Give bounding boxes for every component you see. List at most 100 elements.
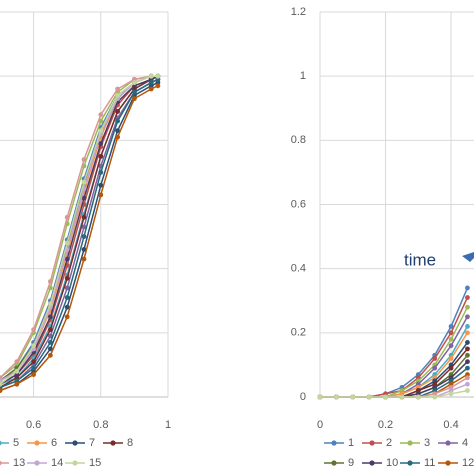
data-point [448,391,454,397]
data-point [48,279,53,284]
data-point [115,109,120,114]
series-line [0,75,158,382]
data-point [81,179,87,185]
legend-label: 5 [13,437,19,449]
legend-marker [331,460,337,466]
data-point [465,314,470,320]
data-point [432,365,438,371]
data-point [64,314,70,320]
data-point [98,192,104,198]
data-point [31,343,36,349]
data-point [465,365,470,371]
annotation: time [404,250,436,269]
legend-marker [34,460,40,466]
data-point [448,356,454,361]
legend-marker [445,440,451,446]
x-tick-label: 0 [317,419,323,431]
legend-label: 7 [89,437,95,449]
data-point [48,314,53,320]
legend-marker [445,460,451,466]
data-point [148,80,154,85]
data-point [415,394,421,400]
series-line [0,75,158,382]
data-point [155,73,161,79]
data-point [81,247,87,252]
data-point [81,234,87,239]
data-point [448,365,454,371]
data-point [64,285,70,291]
legend-label: 8 [127,437,133,449]
data-point [0,388,3,393]
data-point [48,327,53,333]
data-point [14,368,20,374]
legend-label: 14 [51,457,63,469]
legend-marker [407,460,413,466]
data-point [48,352,53,358]
legend-marker [110,440,116,446]
legend-marker [0,460,2,466]
legend-label: 2 [386,437,392,449]
y-tick-label: 0.8 [291,134,306,146]
data-point [64,256,70,262]
data-point [98,112,104,118]
data-point [132,80,137,85]
data-point [350,394,356,400]
data-point [81,214,87,220]
data-point [432,394,438,400]
x-tick-label: 0.4 [443,419,458,431]
legend-marker [34,440,40,446]
series-line [0,75,159,385]
data-point [64,275,70,281]
data-point [98,182,104,188]
data-point [448,343,454,349]
legend-marker [0,440,2,446]
data-point [14,381,20,387]
y-tick-label: 1.2 [291,6,306,18]
x-tick-label: 0.2 [378,419,393,431]
data-point [333,394,339,400]
data-point [448,324,454,329]
data-point [448,336,454,342]
y-tick-label: 0.4 [291,263,306,275]
data-point [465,352,470,358]
legend-label: 12 [462,457,474,469]
data-point [115,93,120,98]
data-point [31,327,36,333]
data-point [465,375,470,381]
data-point [31,365,36,371]
data-point [148,73,154,79]
y-tick-label: 0 [300,391,306,403]
series-line [320,306,469,398]
legend-marker [72,440,78,446]
legend-marker [407,440,413,446]
legend-label: 10 [386,457,398,469]
data-point [465,381,470,387]
data-point [399,394,405,400]
time-arrow [462,252,474,262]
series-line [0,75,158,382]
data-point [383,394,388,400]
data-point [14,359,20,365]
data-point [115,134,120,140]
y-tick-label: 0.6 [291,198,306,210]
legend-label: 9 [348,457,354,469]
data-point [132,89,137,95]
data-point [465,295,470,300]
legend-label: 4 [462,437,468,449]
data-point [465,340,470,345]
data-point [115,128,120,134]
data-point [465,324,470,329]
data-point [98,128,104,134]
x-tick-label: 1 [165,419,171,431]
legend-label: 1 [348,437,354,449]
data-point [465,346,470,352]
data-point [465,359,470,365]
data-point [48,301,53,307]
legend-label: 6 [51,437,57,449]
data-point [115,86,120,92]
data-point [465,304,470,310]
series-line [320,389,468,398]
data-point [132,96,137,102]
